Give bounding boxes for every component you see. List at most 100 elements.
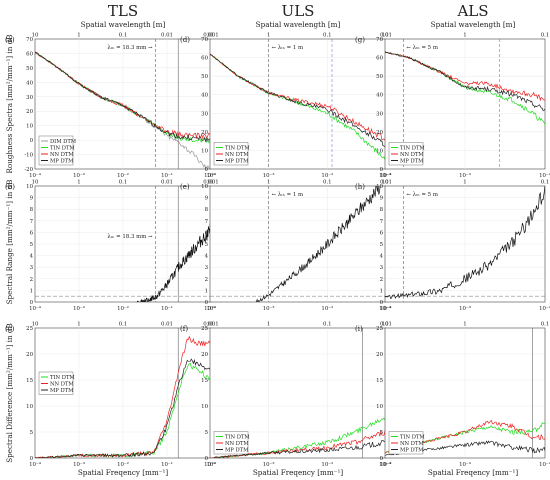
x-tick-label: 10⁻⁴ xyxy=(204,172,216,179)
panel-d: 10⁻⁴ 10 10⁻³ 1 10⁻² 0.1 10⁻¹ 0.01 0 10 20 30 40 50 60 7… xyxy=(180,33,392,180)
top-tick-label: 10 xyxy=(32,33,39,39)
legend-label: TIN DTM xyxy=(50,375,75,381)
top-tick-label: 1 xyxy=(77,322,80,328)
x-tick-label: 10⁻³ xyxy=(459,172,471,179)
x-tick-label: 10⁻² xyxy=(117,305,129,312)
top-tick-label: 0.01 xyxy=(380,322,392,328)
y-tick-label: 40 xyxy=(201,93,208,99)
panel-b: 10⁻⁴1010⁻³110⁻²0.110⁻¹0.0110⁰0.001012345… xyxy=(5,180,219,313)
threshold-annotation: ← λₜₕ = 1 m xyxy=(272,45,304,51)
top-tick-label: 10 xyxy=(382,322,389,328)
panel-label: (f) xyxy=(180,325,188,333)
x-tick-label: 10⁻¹ xyxy=(161,305,173,312)
y-tick-label: 5 xyxy=(30,430,34,436)
y-tick-label: 0 xyxy=(30,138,34,144)
y-tick-label: 0 xyxy=(205,167,209,173)
y-tick-label: 60 xyxy=(201,56,208,62)
top-tick-label: 1 xyxy=(463,322,466,328)
series-line xyxy=(385,51,545,111)
panel-label: (c) xyxy=(5,325,15,333)
panel-f: 10⁻⁴ 10 10⁻³ 1 10⁻² 0.1 10⁻¹ 0.01 0 5 10 15 20 25 (f) T… xyxy=(180,322,392,469)
top-tick-label: 0.1 xyxy=(541,33,550,39)
series-line xyxy=(35,358,211,458)
top-tick-label: 0.01 xyxy=(380,33,392,39)
y-tick-label: 5 xyxy=(380,242,384,248)
y-tick-label: 15 xyxy=(26,378,33,384)
x-tick-label: 10⁻³ xyxy=(263,172,275,179)
y-tick-label: 6 xyxy=(205,230,209,236)
panel-g: 10⁻⁴ 10 10⁻³ 1 10⁻² 0.1 0 10 20 30 40 50 60 70 (g) ← λₜ… xyxy=(355,33,550,180)
legend-label: NN DTM xyxy=(400,441,424,447)
panel-label: (g) xyxy=(355,36,365,44)
top-tick-label: 10 xyxy=(207,322,214,328)
series-line xyxy=(136,222,211,302)
y-tick-label: 0 xyxy=(205,300,209,306)
x-tick-label: 10⁻³ xyxy=(263,461,275,468)
panel-label: (h) xyxy=(355,183,365,191)
y-tick-label: 15 xyxy=(376,378,383,384)
x-tick-label: 10⁻¹ xyxy=(380,305,392,312)
x-tick-label: 10⁻¹ xyxy=(380,172,392,179)
top-tick-label: 0.1 xyxy=(323,33,332,39)
top-tick-label: 10 xyxy=(382,180,389,186)
y-tick-label: 60 xyxy=(26,51,33,57)
y-tick-label: 7 xyxy=(205,219,209,225)
y-tick-label: 8 xyxy=(30,207,34,213)
y-tick-label: 9 xyxy=(205,196,209,202)
legend-label: NN DTM xyxy=(50,381,74,387)
legend-label: MP DTM xyxy=(225,158,249,164)
x-tick-label: 10⁻² xyxy=(539,461,550,468)
legend-label: NN DTM xyxy=(400,152,424,158)
y-tick-label: 4 xyxy=(380,254,384,260)
y-tick-label: 5 xyxy=(205,242,209,248)
y-tick-label: 15 xyxy=(201,378,208,384)
panel-label: (i) xyxy=(355,325,363,333)
y-tick-label: 6 xyxy=(380,230,384,236)
x-tick-label: 10⁻² xyxy=(321,305,333,312)
y-tick-label: 50 xyxy=(26,66,33,72)
y-tick-label: 50 xyxy=(376,74,383,80)
y-tick-label: 25 xyxy=(201,326,208,332)
legend-label: MP DTM xyxy=(50,158,74,164)
legend-label: MP DTM xyxy=(400,158,424,164)
x-tick-label: 10⁻¹ xyxy=(161,461,173,468)
top-tick-label: 1 xyxy=(77,180,80,186)
top-tick-label: 0.1 xyxy=(323,180,332,186)
y-tick-label: 2 xyxy=(30,277,33,283)
legend-box xyxy=(213,142,249,166)
x-tick-label: 10⁻³ xyxy=(459,461,471,468)
y-tick-label: 5 xyxy=(30,242,34,248)
row2-ylabel: Spectral Range [mm²/mm⁻¹] in dB xyxy=(5,180,14,305)
y-tick-label: 30 xyxy=(376,111,383,117)
y-tick-label: 8 xyxy=(205,207,209,213)
x-axis-label-uls: Spatial Freqency [mm⁻¹] xyxy=(253,468,344,477)
top-tick-label: 10 xyxy=(382,33,389,39)
x-tick-label: 10⁻² xyxy=(321,172,333,179)
top-tick-label: 0.01 xyxy=(161,33,173,39)
panel-c: 10⁻⁴ 10 10⁻³ 1 10⁻² 0.1 10⁻¹ 0.01 10⁰ 0.001 0 5 10 15… xyxy=(5,322,219,469)
legend-box xyxy=(388,142,424,166)
top-axis-label-als: Spatial wavelength [m] xyxy=(431,20,516,29)
y-tick-label: 2 xyxy=(380,277,383,283)
series-line xyxy=(210,440,386,458)
row1-ylabel: Roughness Spectra [mm²/mm⁻¹] in dB xyxy=(5,34,14,173)
panel-i: 10⁻⁴ 10 10⁻³ 1 10⁻² 0.1 0 5 10 15 20 25 (i) TIN DTMNN… xyxy=(355,322,550,469)
y-tick-label: 30 xyxy=(201,111,208,117)
y-tick-label: 1 xyxy=(380,288,383,294)
x-tick-label: 10⁻⁴ xyxy=(29,305,41,312)
series-line xyxy=(35,52,211,143)
y-tick-label: 3 xyxy=(205,265,209,271)
y-tick-label: 10 xyxy=(376,404,383,410)
top-tick-label: 1 xyxy=(267,33,270,39)
top-tick-label: 0.001 xyxy=(203,322,218,328)
x-tick-label: 10⁻¹ xyxy=(380,461,392,468)
legend-label: TIN DTM xyxy=(50,145,75,151)
y-tick-label: 5 xyxy=(380,430,384,436)
top-tick-label: 0.1 xyxy=(119,180,128,186)
y-tick-label: 3 xyxy=(380,265,384,271)
y-tick-label: -20 xyxy=(24,167,33,173)
x-tick-label: 10⁻² xyxy=(117,172,129,179)
y-tick-label: 0 xyxy=(380,167,384,173)
panel-label: (b) xyxy=(5,183,15,191)
x-tick-label: 10⁻³ xyxy=(459,305,471,312)
